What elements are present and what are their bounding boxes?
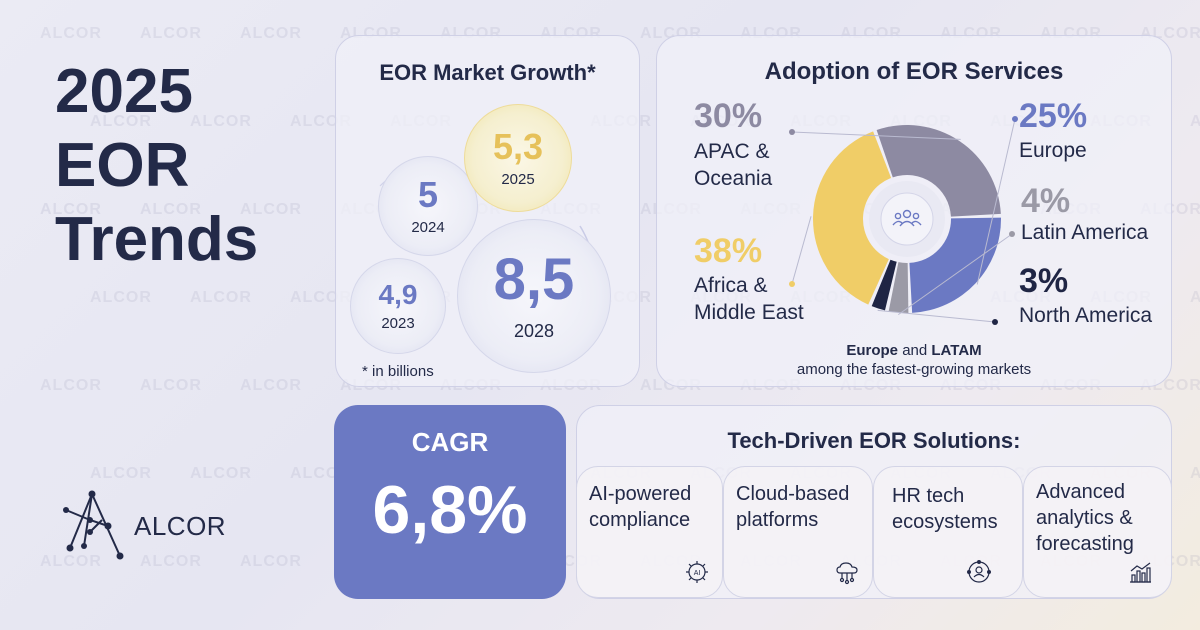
- label-africa-percent: 38%: [694, 232, 763, 270]
- market-growth-card: EOR Market Growth* 5 2024 5,3 2025 4,9 2…: [335, 35, 640, 387]
- tech-item-hr-line2: ecosystems: [892, 511, 998, 533]
- caption-and: and: [902, 342, 928, 359]
- watermark-text: ALCOR: [1190, 113, 1200, 130]
- tech-item-cloud-line2: platforms: [736, 509, 819, 531]
- caption-line-2: among the fastest-growing markets: [796, 361, 1032, 378]
- label-latam-region: Latin America: [1021, 221, 1149, 244]
- watermark-text: ALCOR: [190, 113, 252, 130]
- tech-item-ai: AI-powered compliance AI: [576, 466, 723, 598]
- bubble-2024: 5 2024: [378, 156, 478, 256]
- leader-line: [898, 233, 1013, 316]
- leader-dot: [992, 319, 998, 325]
- title-line-1: 2025: [55, 57, 193, 126]
- page-title: 2025 EOR Trends: [55, 55, 258, 277]
- label-europe-percent: 25%: [1019, 97, 1088, 135]
- label-na-percent: 3%: [1019, 262, 1069, 300]
- watermark-text: ALCOR: [240, 377, 302, 394]
- watermark-text: ALCOR: [190, 465, 252, 482]
- adoption-pie-chart: [789, 116, 1018, 325]
- tech-item-cloud: Cloud-based platforms: [723, 466, 873, 598]
- leader-line: [877, 309, 996, 323]
- slice-latam: [888, 262, 909, 313]
- slice-apac: [876, 125, 1001, 217]
- tech-title: Tech-Driven EOR Solutions:: [727, 428, 1021, 453]
- label-na-region: North America: [1019, 304, 1153, 327]
- tech-item-ai-line1: AI-powered: [589, 483, 692, 505]
- ai-chip-icon: AI: [686, 561, 708, 583]
- svg-text:AI: AI: [694, 570, 701, 577]
- leader-line: [791, 216, 812, 285]
- leader-dot: [1012, 116, 1018, 122]
- cagr-value: 6,8%: [372, 472, 528, 548]
- tech-item-cloud-line1: Cloud-based: [736, 483, 850, 505]
- tech-item-analytics-line2: analytics &: [1036, 507, 1133, 529]
- watermark-text: ALCOR: [240, 25, 302, 42]
- caption-europe: Europe: [846, 342, 899, 359]
- brand-name: ALCOR: [134, 510, 227, 541]
- bubble-2024-value: 5: [417, 173, 439, 215]
- leader-dot: [1009, 231, 1015, 237]
- people-group-icon: [892, 209, 922, 227]
- footnote: * in billions: [362, 363, 434, 380]
- slice-europe: [909, 217, 1001, 313]
- leader-dot: [789, 129, 795, 135]
- caption-latam: LATAM: [931, 342, 982, 359]
- title-line-3: Trends: [55, 205, 259, 274]
- adoption-title: Adoption of EOR Services: [764, 58, 1064, 85]
- bubble-2023-year: 2023: [381, 314, 415, 332]
- tech-item-hr-line1: HR tech: [892, 485, 965, 507]
- adoption-card: Adoption of EOR Services 30% APAC & Ocean…: [656, 35, 1172, 387]
- watermark-text: ALCOR: [190, 289, 252, 306]
- watermark-text: ALCOR: [90, 113, 152, 130]
- bubble-2028: 8,5 2028: [457, 219, 611, 373]
- cagr-card: CAGR 6,8%: [334, 405, 566, 599]
- watermark-text: ALCOR: [40, 25, 102, 42]
- label-europe-region: Europe: [1019, 139, 1087, 162]
- watermark-text: ALCOR: [90, 289, 152, 306]
- brand-logo: ALCOR: [62, 490, 226, 562]
- tech-item-analytics-line3: forecasting: [1036, 533, 1134, 555]
- bubble-2028-value: 8,5: [493, 246, 575, 312]
- watermark-text: ALCOR: [140, 553, 202, 570]
- watermark-text: ALCOR: [240, 201, 302, 218]
- cagr-label: CAGR: [411, 427, 489, 457]
- leader-dot: [789, 281, 795, 287]
- bubble-2025: 5,3 2025: [464, 104, 572, 212]
- watermark-text: ALCOR: [140, 201, 202, 218]
- adoption-caption: Europe and LATAM among the fastest-growi…: [657, 341, 1171, 379]
- tech-item-hr: HR tech ecosystems: [873, 466, 1023, 598]
- bar-chart-icon: [1130, 562, 1151, 583]
- label-apac-percent: 30%: [694, 97, 763, 135]
- leader-line: [976, 118, 1016, 285]
- watermark-text: ALCOR: [140, 377, 202, 394]
- leader-line: [791, 131, 961, 140]
- watermark-text: ALCOR: [240, 553, 302, 570]
- label-apac-region: APAC & Oceania: [694, 140, 773, 190]
- bubble-2025-value: 5,3: [492, 125, 544, 167]
- bubble-2025-year: 2025: [501, 170, 535, 188]
- slice-africa: [813, 131, 892, 305]
- market-growth-title: EOR Market Growth*: [379, 60, 596, 85]
- cloud-network-icon: [836, 562, 858, 585]
- bubble-2023-value: 4,9: [378, 278, 418, 310]
- watermark-text: ALCOR: [40, 553, 102, 570]
- label-latam-percent: 4%: [1021, 182, 1071, 220]
- watermark-text: ALCOR: [40, 377, 102, 394]
- tech-item-ai-line2: compliance: [589, 509, 691, 531]
- watermark-text: ALCOR: [1190, 289, 1200, 306]
- watermark-text: ALCOR: [40, 201, 102, 218]
- title-line-2: EOR: [55, 131, 190, 200]
- alcor-logo-icon: [63, 490, 124, 560]
- watermark-text: ALCOR: [140, 25, 202, 42]
- tech-item-analytics: Advanced analytics & forecasting: [1023, 466, 1172, 598]
- user-network-icon: [967, 560, 992, 583]
- tech-item-analytics-line1: Advanced: [1036, 481, 1125, 503]
- label-africa-region: Africa & Middle East: [694, 274, 804, 324]
- watermark-text: ALCOR: [1190, 465, 1200, 482]
- slice-north-america: [871, 259, 897, 311]
- bubble-2023: 4,9 2023: [350, 258, 446, 354]
- bubble-2024-year: 2024: [411, 218, 445, 236]
- watermark-text: ALCOR: [90, 465, 152, 482]
- bubble-2028-year: 2028: [513, 320, 555, 341]
